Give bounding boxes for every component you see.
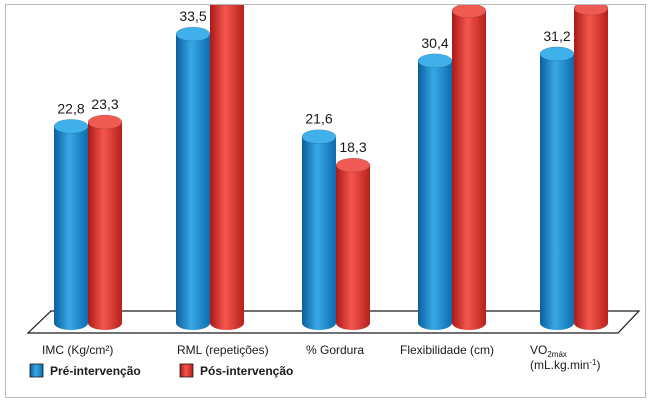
value-label-pre-4: 31,2 xyxy=(543,28,570,44)
bar-pre-0 xyxy=(53,119,89,330)
legend-swatch-pre xyxy=(29,363,44,378)
bar-pos-2 xyxy=(335,157,371,330)
bar-chart: 22,823,333,537,621,618,330,436,231,236,5… xyxy=(26,0,641,378)
chart-frame: 22,823,333,537,621,618,330,436,231,236,5… xyxy=(5,0,646,398)
bar-pre-4 xyxy=(539,46,575,331)
category-label-4-line2: (mL.kg.min-1) xyxy=(530,358,600,372)
category-label-4: VO2máx xyxy=(530,343,567,359)
bar-pos-4 xyxy=(573,0,609,330)
bar-pos-0 xyxy=(87,114,123,330)
legend-swatch-pos xyxy=(179,363,194,378)
category-label-2: % Gordura xyxy=(306,343,364,357)
category-label-1: RML (repetições) xyxy=(177,343,269,357)
bar-pre-1 xyxy=(175,26,211,330)
legend-label-pos: Pós-intervenção xyxy=(200,364,293,378)
bar-pre-3 xyxy=(417,53,453,331)
legend-item-pos: Pós-intervenção xyxy=(179,363,293,378)
value-label-pre-0: 22,8 xyxy=(57,100,84,116)
bar-pre-2 xyxy=(301,129,337,330)
category-label-3: Flexibilidade (cm) xyxy=(400,343,494,357)
category-label-0: IMC (Kg/cm²) xyxy=(42,343,113,357)
bar-pos-3 xyxy=(451,3,487,331)
bar-pos-1 xyxy=(210,0,244,330)
value-label-pre-1: 33,5 xyxy=(179,8,206,24)
legend-label-pre: Pré-intervenção xyxy=(50,364,141,378)
legend-item-pre: Pré-intervenção xyxy=(29,363,141,378)
value-label-pos-0: 23,3 xyxy=(91,96,118,112)
value-label-pos-2: 18,3 xyxy=(339,139,366,155)
value-label-pre-2: 21,6 xyxy=(305,111,332,127)
value-label-pre-3: 30,4 xyxy=(421,35,448,51)
